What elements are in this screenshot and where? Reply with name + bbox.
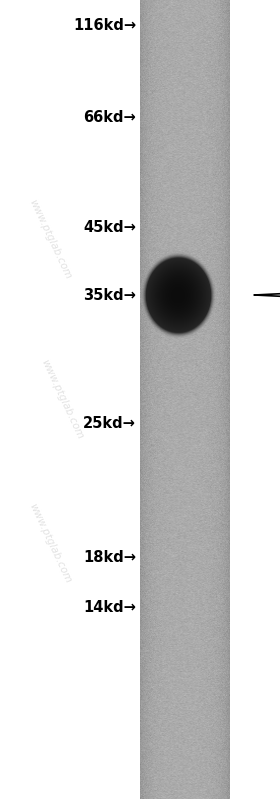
Text: www.ptglab.com: www.ptglab.com (27, 198, 73, 281)
Text: 14kd→: 14kd→ (83, 601, 136, 615)
Text: 45kd→: 45kd→ (83, 221, 136, 236)
Text: 35kd→: 35kd→ (83, 288, 136, 303)
Text: www.ptglab.com: www.ptglab.com (39, 358, 85, 441)
Text: 18kd→: 18kd→ (83, 551, 136, 566)
Text: 66kd→: 66kd→ (83, 110, 136, 125)
Text: 116kd→: 116kd→ (73, 18, 136, 34)
Text: 25kd→: 25kd→ (83, 416, 136, 431)
Text: www.ptglab.com: www.ptglab.com (27, 502, 73, 585)
